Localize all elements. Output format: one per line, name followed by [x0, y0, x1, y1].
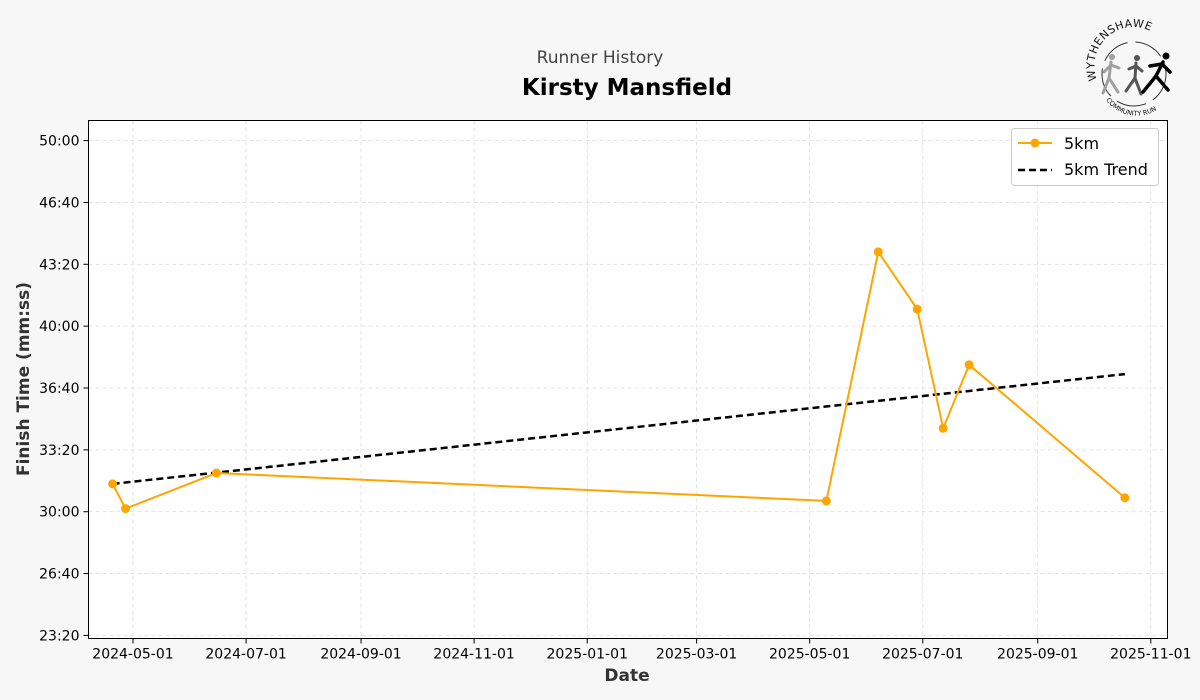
y-tick-label: 46:40 — [39, 195, 79, 211]
x-tick-label: 2024-05-01 — [92, 647, 173, 663]
legend-label-5km-trend: 5km Trend — [1064, 160, 1148, 179]
legend-item-5km: 5km — [1018, 134, 1099, 153]
x-tick-label: 2025-11-01 — [1110, 647, 1191, 663]
chart-subtitle: Runner History — [537, 48, 664, 68]
x-tick-label: 2024-09-01 — [320, 647, 401, 663]
y-tick-label: 30:00 — [39, 505, 79, 521]
grid-lines — [88, 120, 1168, 639]
series-line-5km-trend — [112, 372, 1125, 486]
y-tick-label: 33:20 — [39, 443, 79, 459]
legend-item-5km-trend: 5km Trend — [1018, 160, 1148, 179]
plot-area — [88, 120, 1168, 639]
x-tick-label: 2025-09-01 — [997, 647, 1078, 663]
x-axis: 2024-05-01 2024-07-01 2024-09-01 2024-11-01… — [92, 638, 1192, 663]
x-tick-label: 2025-03-01 — [656, 647, 737, 663]
y-tick-label: 23:20 — [39, 628, 79, 644]
runners-logo-icon: WYTHENSHAWE COMMUNITY RUN — [1084, 17, 1172, 118]
logo-top-text: WYTHENSHAWE — [1084, 17, 1154, 83]
y-tick-label: 50:00 — [39, 134, 79, 150]
y-tick-label: 36:40 — [39, 381, 79, 397]
y-axis: 23:20 26:40 30:00 33:20 36:40 40:00 43:20 46:40… — [39, 134, 89, 644]
y-axis-label: Finish Time (mm:ss) — [14, 282, 34, 476]
plot-frame — [88, 120, 1168, 639]
legend: 5km 5km Trend — [1011, 128, 1159, 186]
y-tick-label: 26:40 — [39, 567, 79, 583]
data-point-5km — [211, 468, 221, 478]
y-tick-label: 43:20 — [39, 257, 79, 273]
x-tick-label: 2024-11-01 — [433, 647, 514, 663]
data-point-5km — [938, 423, 948, 433]
x-tick-label: 2025-05-01 — [769, 647, 850, 663]
logo-bottom-text: COMMUNITY RUN — [1104, 96, 1158, 118]
series-layer — [108, 247, 1130, 514]
data-point-5km — [873, 247, 883, 257]
legend-label-5km: 5km — [1064, 134, 1099, 153]
legend-marker-5km — [1030, 138, 1040, 148]
data-point-5km — [964, 360, 974, 370]
data-point-5km — [821, 496, 831, 506]
data-point-5km — [108, 479, 118, 489]
data-point-5km — [912, 304, 922, 314]
x-tick-label: 2025-01-01 — [547, 647, 628, 663]
x-tick-label: 2025-07-01 — [882, 647, 963, 663]
data-point-5km — [1120, 493, 1130, 503]
chart-title: Kirsty Mansfield — [522, 75, 732, 101]
x-tick-label: 2024-07-01 — [205, 647, 286, 663]
y-tick-label: 40:00 — [39, 319, 79, 335]
data-point-5km — [121, 504, 131, 514]
x-axis-label: Date — [604, 666, 649, 686]
